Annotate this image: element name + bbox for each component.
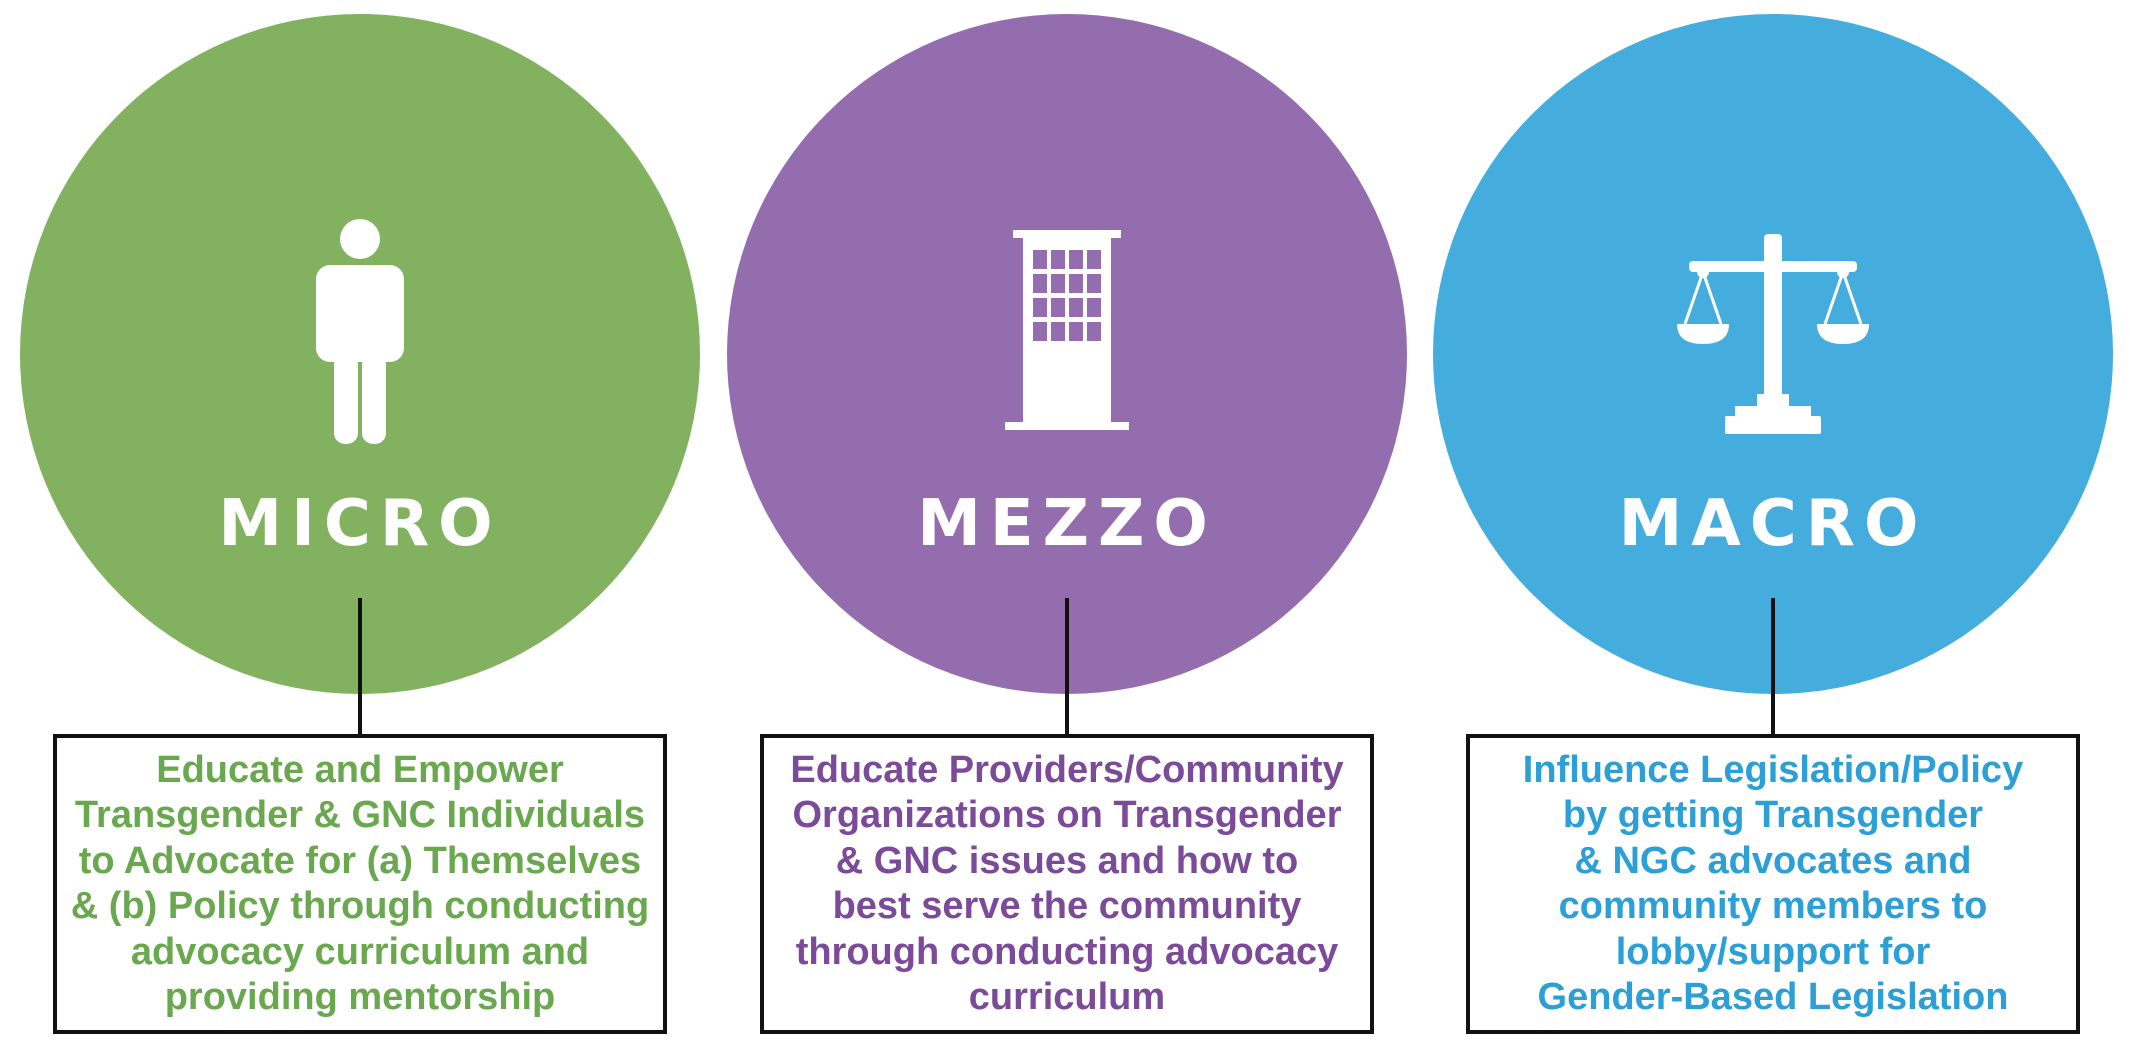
macro-description-box: Influence Legislation/Policy by getting … <box>1466 734 2080 1034</box>
micro-description: Educate and Empower Transgender & GNC In… <box>70 748 650 1019</box>
micro-label: MICRO <box>218 487 502 561</box>
macro-connector-line <box>1771 598 1775 736</box>
mezzo-connector-line <box>1065 598 1069 736</box>
micro-circle: MICRO <box>20 14 700 694</box>
micro-connector-line <box>358 598 362 736</box>
macro-circle: MACRO <box>1433 14 2113 694</box>
mezzo-circle: MEZZO <box>727 14 1407 694</box>
macro-label: MACRO <box>1618 487 1928 561</box>
mezzo-description: Educate Providers/Community Organization… <box>790 748 1344 1019</box>
scales-of-justice-icon <box>1673 214 1873 454</box>
mezzo-description-box: Educate Providers/Community Organization… <box>760 734 1374 1034</box>
mezzo-column: MEZZO Educate Providers/Community Organi… <box>727 0 1407 1050</box>
macro-description: Influence Legislation/Policy by getting … <box>1522 748 2024 1019</box>
building-icon <box>967 214 1167 454</box>
mezzo-label: MEZZO <box>917 487 1217 561</box>
micro-column: MICRO Educate and Empower Transgender & … <box>20 0 700 1050</box>
person-icon <box>260 214 460 454</box>
macro-column: MACRO Influence Legislation/Policy by ge… <box>1433 0 2113 1050</box>
micro-description-box: Educate and Empower Transgender & GNC In… <box>53 734 667 1034</box>
